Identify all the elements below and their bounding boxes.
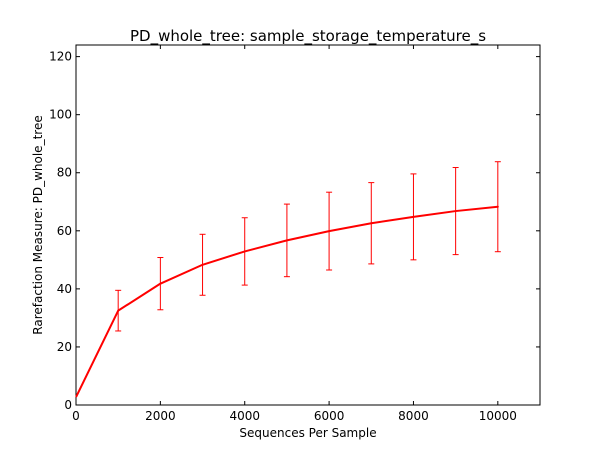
x-tick-label: 10000 (479, 409, 517, 423)
y-tick-label: 40 (57, 282, 72, 296)
y-tick-label: 0 (64, 398, 72, 412)
x-tick-label: 4000 (229, 409, 260, 423)
x-tick-label: 8000 (398, 409, 429, 423)
y-tick-label: 60 (57, 224, 72, 238)
plot-area: 0 2000 4000 6000 8000 10000 0 20 40 60 80 100 120 (49, 44, 541, 423)
series-line (75, 205, 499, 398)
y-tick-label: 20 (57, 340, 72, 354)
x-axis-label: Sequences Per Sample (239, 426, 376, 440)
y-tick-label: 120 (49, 50, 72, 64)
x-tick-label: 6000 (314, 409, 345, 423)
x-tick-label: 2000 (145, 409, 176, 423)
y-tick-label: 100 (49, 108, 72, 122)
chart-title: PD_whole_tree: sample_storage_temperatur… (130, 27, 486, 46)
y-tick-label: 80 (57, 166, 72, 180)
x-tick-label: 0 (72, 409, 80, 423)
plot-frame (75, 44, 541, 406)
y-axis-label: Rarefaction Measure: PD_whole_tree (31, 115, 45, 334)
